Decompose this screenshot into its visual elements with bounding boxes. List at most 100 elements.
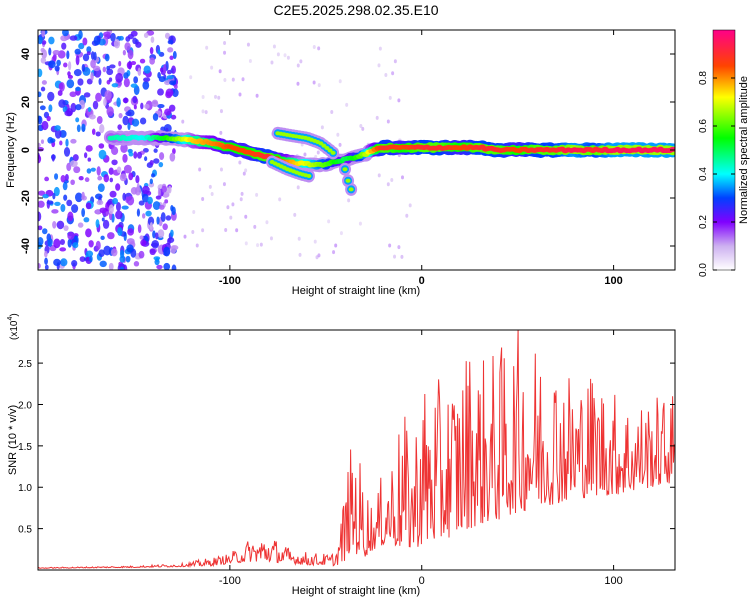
noise-blob bbox=[78, 30, 83, 40]
colorbar-gradient bbox=[712, 29, 736, 271]
noise-blob bbox=[170, 114, 177, 120]
noise-blob bbox=[75, 117, 80, 123]
noise-blob bbox=[157, 88, 164, 96]
noise-blob bbox=[158, 161, 164, 168]
noise-blob bbox=[53, 238, 61, 249]
noise-blob bbox=[59, 238, 65, 246]
noise-blob bbox=[46, 115, 51, 122]
noise-blob bbox=[391, 71, 395, 76]
noise-blob bbox=[95, 219, 100, 228]
noise-blob bbox=[99, 124, 105, 134]
noise-blob bbox=[140, 102, 144, 110]
noise-blob bbox=[201, 228, 205, 233]
snr-y-ticks: 0.5 1.0 1.5 2.0 2.5 bbox=[18, 359, 675, 536]
noise-blob bbox=[400, 175, 404, 180]
noise-blob bbox=[167, 39, 174, 45]
noise-blob bbox=[122, 49, 126, 56]
noise-blob bbox=[63, 194, 68, 201]
noise-blob bbox=[334, 243, 338, 248]
noise-blob bbox=[167, 185, 172, 194]
noise-blob bbox=[46, 200, 54, 205]
noise-blob bbox=[52, 220, 57, 229]
noise-blob bbox=[316, 150, 320, 155]
snr-series-line bbox=[38, 330, 675, 569]
noise-blob bbox=[40, 139, 45, 144]
noise-blob bbox=[127, 49, 134, 60]
noise-blob bbox=[57, 90, 63, 97]
noise-blob bbox=[226, 205, 230, 210]
noise-blob bbox=[142, 80, 150, 90]
noise-blob bbox=[108, 262, 114, 270]
noise-blob bbox=[238, 92, 242, 97]
noise-blob bbox=[297, 236, 301, 241]
noise-blob bbox=[119, 173, 127, 182]
noise-blob bbox=[313, 239, 317, 244]
snr-y-multiplier-base: (x10 bbox=[9, 320, 20, 340]
noise-blob bbox=[246, 42, 250, 47]
noise-blob bbox=[67, 61, 72, 71]
noise-blob bbox=[244, 214, 248, 219]
noise-blob bbox=[198, 167, 202, 172]
noise-blob bbox=[104, 90, 112, 100]
y-tick-label: 0 bbox=[20, 147, 32, 153]
noise-blob bbox=[117, 226, 123, 236]
noise-blob bbox=[377, 173, 381, 178]
noise-blob bbox=[137, 67, 142, 77]
noise-blob bbox=[255, 192, 259, 197]
y-tick-label: -20 bbox=[20, 190, 32, 206]
noise-blob bbox=[125, 255, 131, 263]
noise-blob bbox=[172, 51, 177, 60]
noise-blob bbox=[163, 262, 171, 270]
noise-blob bbox=[138, 200, 145, 206]
noise-blob bbox=[75, 55, 80, 66]
noise-blob bbox=[60, 174, 66, 183]
noise-blob bbox=[358, 221, 362, 226]
noise-blob bbox=[47, 91, 55, 102]
noise-blob bbox=[169, 80, 177, 86]
x-tick-label: 100 bbox=[604, 275, 622, 287]
noise-blob bbox=[115, 210, 123, 220]
noise-blob bbox=[70, 179, 75, 186]
noise-blob bbox=[278, 197, 282, 202]
noise-blob bbox=[235, 228, 239, 233]
y-tick-label: 20 bbox=[20, 96, 32, 108]
noise-blob bbox=[95, 92, 102, 102]
noise-blob bbox=[48, 36, 55, 45]
noise-blob bbox=[397, 98, 401, 103]
spectrogram-ridge-layer bbox=[103, 126, 675, 196]
noise-blob bbox=[189, 75, 193, 80]
noise-blob bbox=[144, 103, 150, 110]
noise-blob bbox=[54, 128, 62, 139]
noise-blob bbox=[86, 78, 93, 85]
noise-blob bbox=[169, 55, 174, 61]
noise-blob bbox=[69, 160, 78, 168]
noise-blob bbox=[217, 95, 221, 100]
noise-blob bbox=[219, 109, 223, 114]
y-tick-label: 0.5 bbox=[18, 525, 32, 536]
noise-blob bbox=[40, 86, 46, 92]
noise-blob bbox=[390, 178, 394, 183]
noise-blob bbox=[111, 83, 119, 88]
noise-blob bbox=[63, 147, 71, 157]
noise-blob bbox=[38, 91, 42, 98]
noise-blob bbox=[71, 260, 78, 267]
noise-blob bbox=[149, 222, 154, 231]
noise-blob bbox=[81, 191, 85, 200]
branch-cell bbox=[345, 178, 351, 183]
noise-blob bbox=[128, 151, 134, 157]
noise-blob bbox=[336, 132, 340, 137]
colorbar-tick-label: 0.4 bbox=[698, 167, 709, 181]
noise-blob bbox=[88, 240, 94, 248]
noise-blob bbox=[405, 213, 409, 218]
noise-blob bbox=[296, 63, 300, 68]
noise-blob bbox=[58, 99, 66, 108]
noise-blob bbox=[85, 202, 92, 210]
noise-blob bbox=[143, 32, 149, 39]
noise-blob bbox=[151, 173, 155, 178]
noise-blob bbox=[42, 194, 49, 199]
snr-y-axis-label: SNR (10 * v/v) bbox=[7, 405, 19, 475]
noise-blob bbox=[106, 68, 114, 76]
noise-blob bbox=[296, 185, 300, 190]
noise-blob bbox=[66, 162, 72, 172]
